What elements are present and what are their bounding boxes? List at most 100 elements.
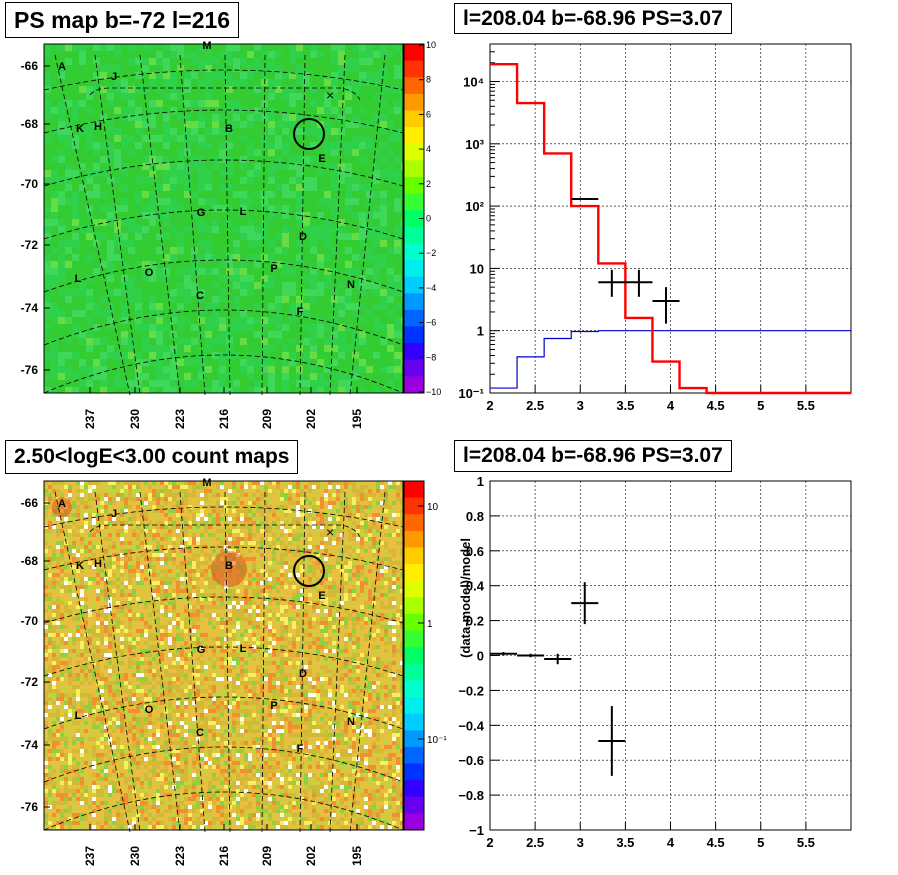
map-pixel [180, 533, 184, 537]
map-pixel [345, 359, 352, 366]
map-pixel [338, 51, 345, 58]
map-pixel [232, 489, 236, 493]
map-pixel [359, 282, 366, 289]
map-pixel [359, 114, 366, 121]
map-pixel [51, 345, 58, 352]
map-pixel [135, 352, 142, 359]
map-pixel [401, 226, 403, 233]
map-pixel [68, 489, 72, 493]
map-pixel [364, 557, 368, 561]
map-pixel [360, 561, 364, 565]
map-pixel [336, 493, 340, 497]
map-pixel [164, 517, 168, 521]
map-pixel [352, 100, 359, 107]
map-pixel [388, 497, 392, 501]
map-pixel [184, 525, 188, 529]
map-pixel [212, 331, 219, 338]
map-pixel [388, 577, 392, 581]
map-pixel [368, 573, 372, 577]
map-pixel [198, 324, 205, 331]
map-pixel [128, 485, 132, 489]
map-pixel [196, 513, 200, 517]
map-pixel [268, 352, 275, 359]
map-pixel [303, 268, 310, 275]
map-pixel [156, 549, 160, 553]
map-pixel [300, 493, 304, 497]
map-pixel [93, 121, 100, 128]
map-pixel [177, 303, 184, 310]
map-pixel [292, 505, 296, 509]
map-pixel [328, 557, 332, 561]
map-pixel [288, 529, 292, 533]
map-pixel [310, 233, 317, 240]
map-pixel [247, 58, 254, 65]
map-pixel [80, 517, 84, 521]
map-pixel [233, 142, 240, 149]
map-pixel [401, 268, 403, 275]
map-pixel [51, 65, 58, 72]
map-pixel [260, 565, 264, 569]
map-pixel [149, 65, 156, 72]
map-pixel [79, 296, 86, 303]
map-pixel [254, 198, 261, 205]
map-pixel [191, 275, 198, 282]
map-pixel [107, 114, 114, 121]
map-pixel [360, 485, 364, 489]
map-pixel [310, 296, 317, 303]
map-pixel [356, 489, 360, 493]
map-pixel [100, 577, 104, 581]
map-pixel [303, 44, 310, 51]
map-pixel [252, 545, 256, 549]
map-pixel [107, 191, 114, 198]
map-pixel [387, 289, 394, 296]
map-pixel [272, 573, 276, 577]
map-pixel [303, 156, 310, 163]
map-pixel [289, 86, 296, 93]
map-pixel [128, 79, 135, 86]
map-pixel [248, 569, 252, 573]
map-pixel [124, 525, 128, 529]
map-pixel [176, 509, 180, 513]
map-pixel [135, 86, 142, 93]
map-pixel [336, 489, 340, 493]
map-pixel [44, 100, 51, 107]
map-pixel [344, 493, 348, 497]
map-pixel [352, 493, 356, 497]
map-pixel [254, 380, 261, 387]
map-pixel [80, 529, 84, 533]
map-pixel [360, 529, 364, 533]
map-pixel [198, 310, 205, 317]
map-pixel [394, 275, 401, 282]
map-pixel [163, 366, 170, 373]
map-pixel [320, 481, 324, 485]
map-pixel [300, 557, 304, 561]
map-pixel [156, 537, 160, 541]
x-tick-label: 209 [260, 409, 274, 429]
map-pixel [254, 212, 261, 219]
map-pixel [352, 282, 359, 289]
map-pixel [149, 72, 156, 79]
map-pixel [247, 191, 254, 198]
map-pixel [198, 359, 205, 366]
map-pixel [233, 261, 240, 268]
map-pixel [268, 541, 272, 545]
map-pixel [116, 513, 120, 517]
map-pixel [394, 268, 401, 275]
colorbar-segment [404, 193, 424, 211]
map-pixel [163, 268, 170, 275]
map-pixel [296, 177, 303, 184]
map-pixel [88, 553, 92, 557]
map-pixel [121, 310, 128, 317]
map-pixel [124, 577, 128, 581]
map-pixel [338, 275, 345, 282]
map-pixel [394, 247, 401, 254]
map-pixel [144, 529, 148, 533]
map-pixel [303, 261, 310, 268]
x-tick-label: 195 [350, 409, 364, 429]
map-pixel [212, 289, 219, 296]
map-pixel [177, 380, 184, 387]
map-pixel [360, 573, 364, 577]
map-pixel [188, 525, 192, 529]
map-pixel [68, 517, 72, 521]
map-pixel [236, 529, 240, 533]
